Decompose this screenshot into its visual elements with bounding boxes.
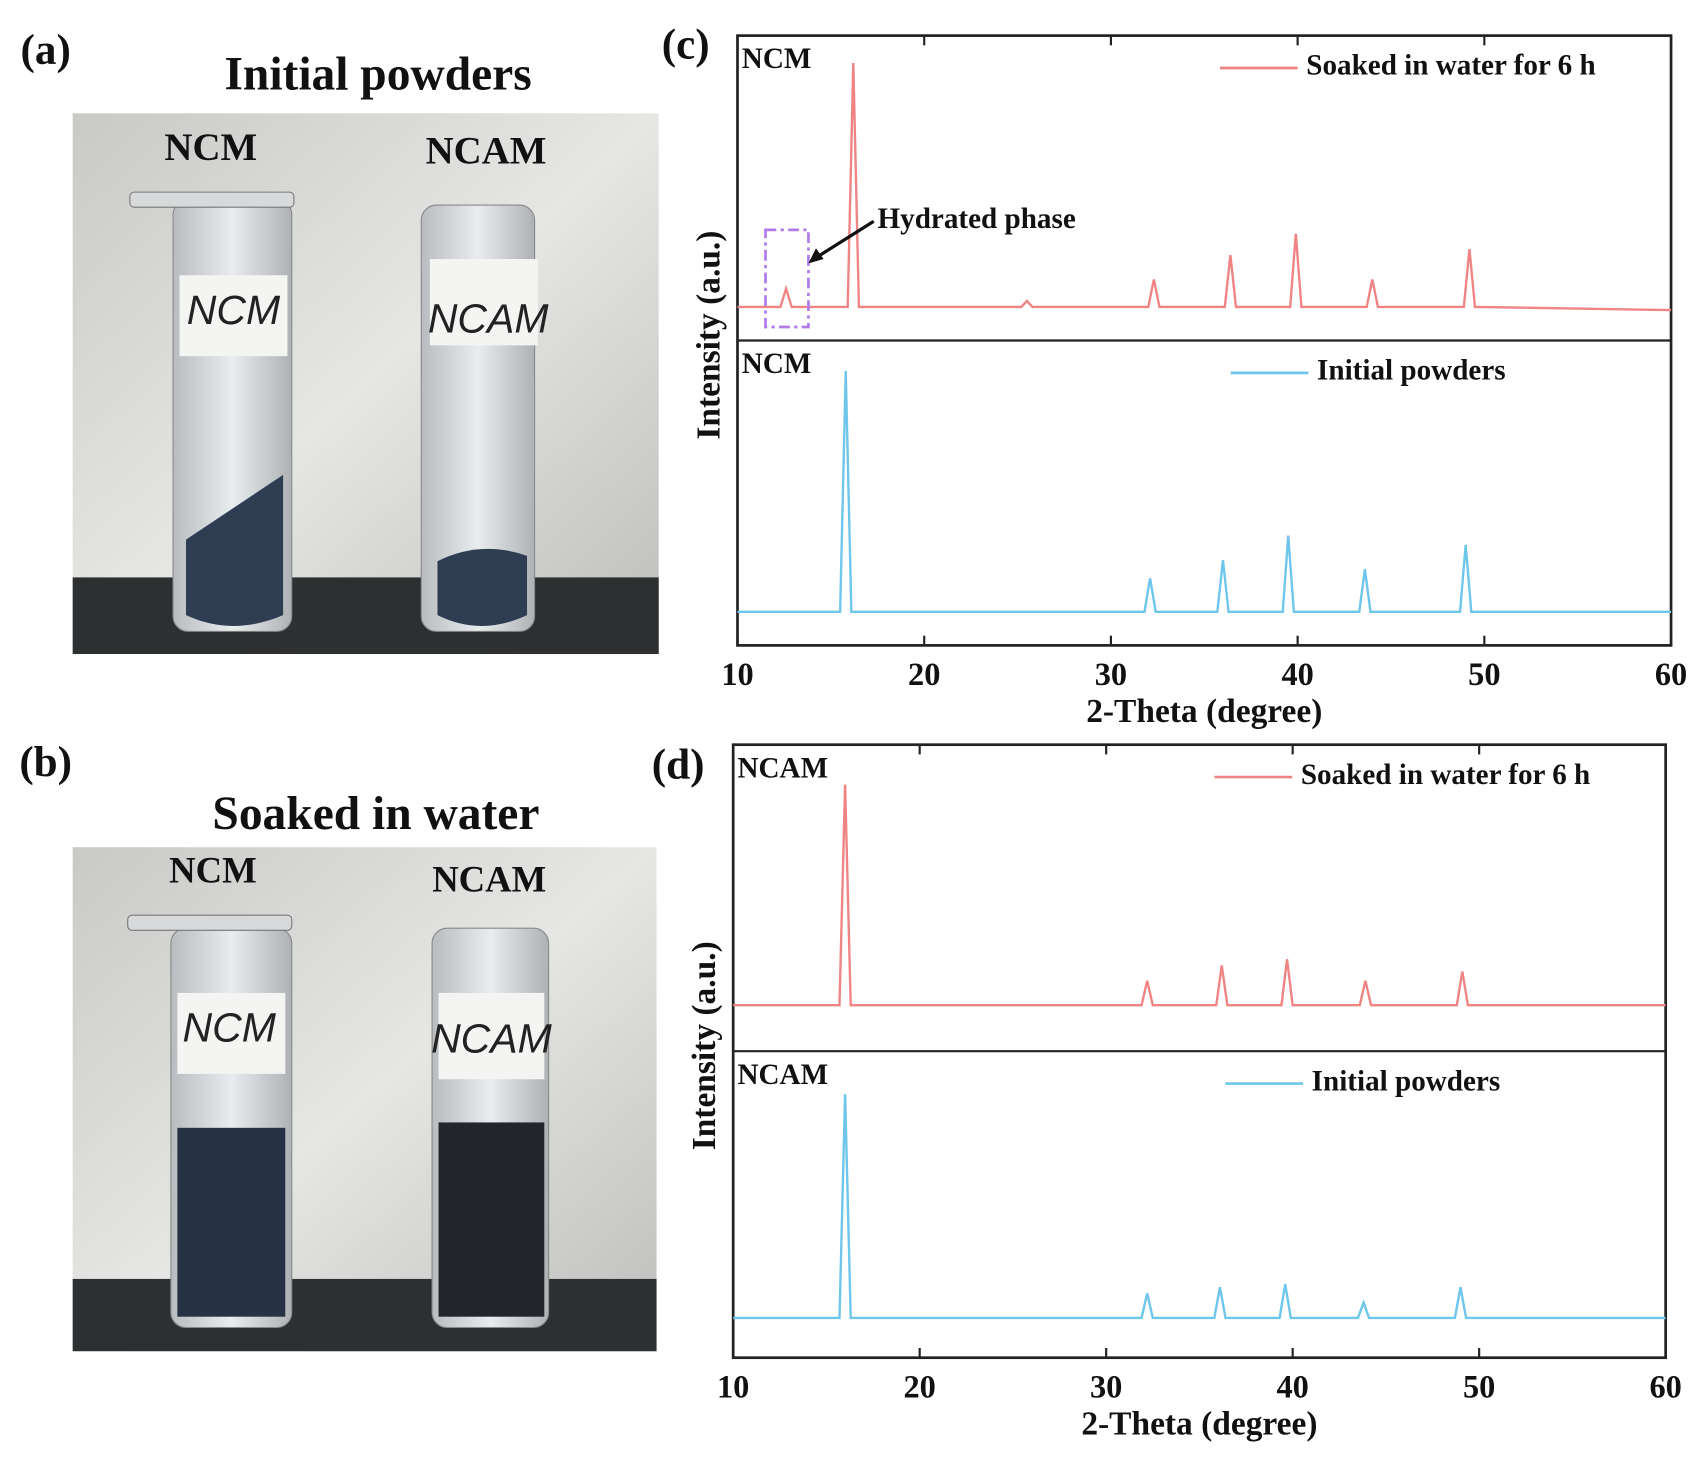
xrd-pattern (733, 784, 1666, 1007)
tube-label: NCM (187, 287, 281, 333)
photo (72, 847, 657, 1352)
xrd-pattern (733, 1094, 1666, 1320)
x-tick-label: 20 (908, 657, 940, 693)
annotation-arrow (811, 219, 875, 262)
tube-label: NCAM (431, 1015, 553, 1061)
x-tick-label: 10 (717, 1370, 749, 1406)
panel-label: (b) (19, 739, 72, 786)
x-tick-label: 30 (1095, 657, 1127, 693)
xrd-pattern (737, 371, 1672, 614)
tube-label: NCM (182, 1005, 276, 1051)
sample-label: NCM (169, 850, 257, 891)
y-axis-title: Intensity (a.u.) (690, 231, 727, 440)
arrow-head (808, 248, 824, 264)
panel-label: (a) (21, 27, 71, 74)
legend-label: Initial powders (1317, 355, 1506, 387)
annotation: Hydrated phase (878, 203, 1076, 235)
sample-label: NCAM (432, 858, 546, 899)
x-tick-label: 10 (721, 657, 753, 693)
panel-title: Soaked in water (212, 788, 539, 840)
xrd-pattern (737, 63, 1672, 312)
sample-label: NCAM (737, 1059, 828, 1091)
legend-label: Soaked in water for 6 h (1306, 50, 1595, 82)
legend-label: Soaked in water for 6 h (1301, 759, 1590, 791)
sample-label: NCAM (426, 129, 547, 172)
sample-label: NCM (164, 126, 257, 169)
x-axis-title: 2-Theta (degree) (1086, 693, 1322, 730)
sample-label: NCAM (737, 752, 828, 784)
x-tick-label: 50 (1463, 1370, 1495, 1406)
y-axis-title: Intensity (a.u.) (686, 941, 723, 1150)
x-tick-label: 60 (1655, 657, 1687, 693)
panel-title: Initial powders (224, 49, 531, 101)
sample-label: NCM (742, 348, 812, 380)
annotation-box (764, 228, 810, 329)
x-tick-label: 50 (1468, 657, 1500, 693)
tube-label: NCAM (428, 295, 550, 341)
x-tick-label: 20 (903, 1370, 935, 1406)
x-tick-label: 60 (1649, 1370, 1681, 1406)
panel-label: (c) (662, 21, 710, 68)
x-axis-title: 2-Theta (degree) (1081, 1405, 1317, 1442)
sample-label: NCM (742, 43, 812, 75)
panel-label: (d) (652, 741, 705, 788)
x-tick-label: 40 (1276, 1370, 1308, 1406)
legend-label: Initial powders (1312, 1065, 1501, 1097)
x-tick-label: 30 (1090, 1370, 1122, 1406)
x-tick-label: 40 (1281, 657, 1313, 693)
photo (72, 113, 659, 655)
